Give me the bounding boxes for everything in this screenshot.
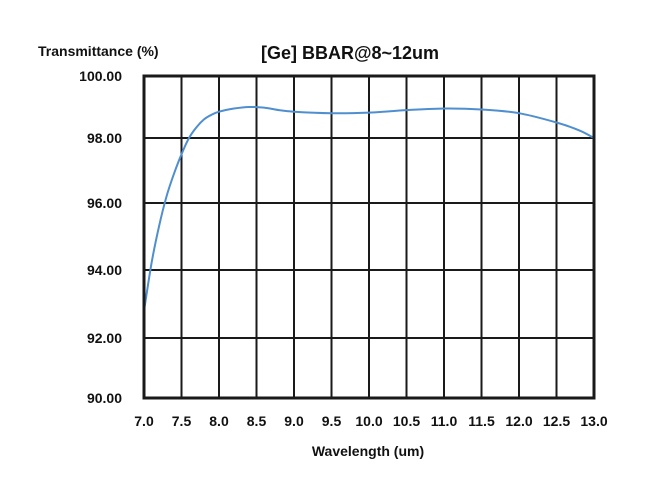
x-tick-label: 10.0 — [355, 413, 382, 429]
x-tick-label: 7.5 — [172, 413, 192, 429]
y-tick-label: 94.00 — [87, 262, 122, 278]
x-tick-label: 13.0 — [580, 413, 607, 429]
chart-title: [Ge] BBAR@8~12um — [261, 43, 439, 63]
y-tick-labels: 90.00 92.00 94.00 96.00 98.00 100.00 — [79, 68, 122, 406]
x-tick-label: 11.5 — [468, 413, 495, 429]
transmittance-curve — [143, 105, 595, 311]
y-tick-label: 96.00 — [87, 195, 122, 211]
x-tick-label: 12.5 — [543, 413, 570, 429]
y-axis-title: Transmittance (%) — [38, 43, 159, 59]
x-tick-label: 10.5 — [393, 413, 420, 429]
x-tick-label: 12.0 — [505, 413, 532, 429]
y-tick-label: 90.00 — [87, 390, 122, 406]
x-tick-labels: 7.0 7.5 8.0 8.5 9.0 9.5 10.0 10.5 11.0 11.5 12.0 12… — [134, 413, 608, 429]
x-tick-label: 8.5 — [247, 413, 267, 429]
y-tick-label: 98.00 — [87, 130, 122, 146]
y-tick-label: 100.00 — [79, 68, 122, 84]
y-tick-label: 92.00 — [87, 330, 122, 346]
x-axis-title: Wavelength (um) — [312, 443, 424, 459]
grid — [144, 76, 594, 398]
x-tick-label: 9.5 — [322, 413, 342, 429]
x-tick-label: 9.0 — [284, 413, 304, 429]
series-layer — [143, 105, 595, 311]
x-tick-label: 8.0 — [209, 413, 229, 429]
x-tick-label: 7.0 — [134, 413, 154, 429]
plot-frame — [142, 74, 596, 400]
x-tick-label: 11.0 — [431, 413, 458, 429]
